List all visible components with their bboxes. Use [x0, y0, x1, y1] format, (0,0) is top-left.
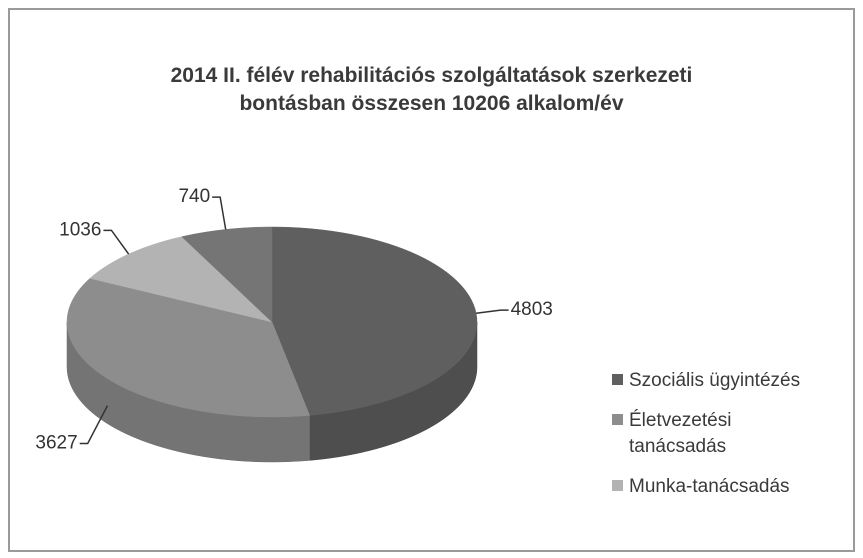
- data-label: 1036: [59, 219, 101, 240]
- pie-slice: [66, 278, 311, 418]
- data-label: 4803: [511, 299, 553, 320]
- leader-line: [79, 405, 109, 445]
- legend-item: Szociális ügyintézés: [612, 368, 800, 394]
- legend-item: Életvezetési tanácsadás: [612, 408, 800, 460]
- legend-swatch: [612, 480, 623, 491]
- legend-swatch: [612, 374, 623, 385]
- leader-line: [212, 196, 227, 230]
- pie-slice: [181, 226, 273, 323]
- pie-slice: [89, 236, 273, 323]
- legend: Szociális ügyintézés Életvezetési tanácsa…: [612, 368, 800, 514]
- legend-swatch: [612, 414, 623, 425]
- legend-label: Munka-tanácsadás: [629, 476, 790, 497]
- legend-label: Szociális ügyintézés: [629, 370, 801, 391]
- data-label: 3627: [35, 433, 77, 454]
- chart-title: 2014 II. félév rehabilitációs szolgáltat…: [170, 64, 693, 115]
- data-label: 740: [178, 186, 210, 207]
- legend-label: Életvezetési tanácsadás: [629, 410, 732, 457]
- leader-line: [103, 229, 130, 255]
- legend-item: Munka-tanácsadás: [612, 474, 800, 500]
- leader-line: [476, 309, 509, 314]
